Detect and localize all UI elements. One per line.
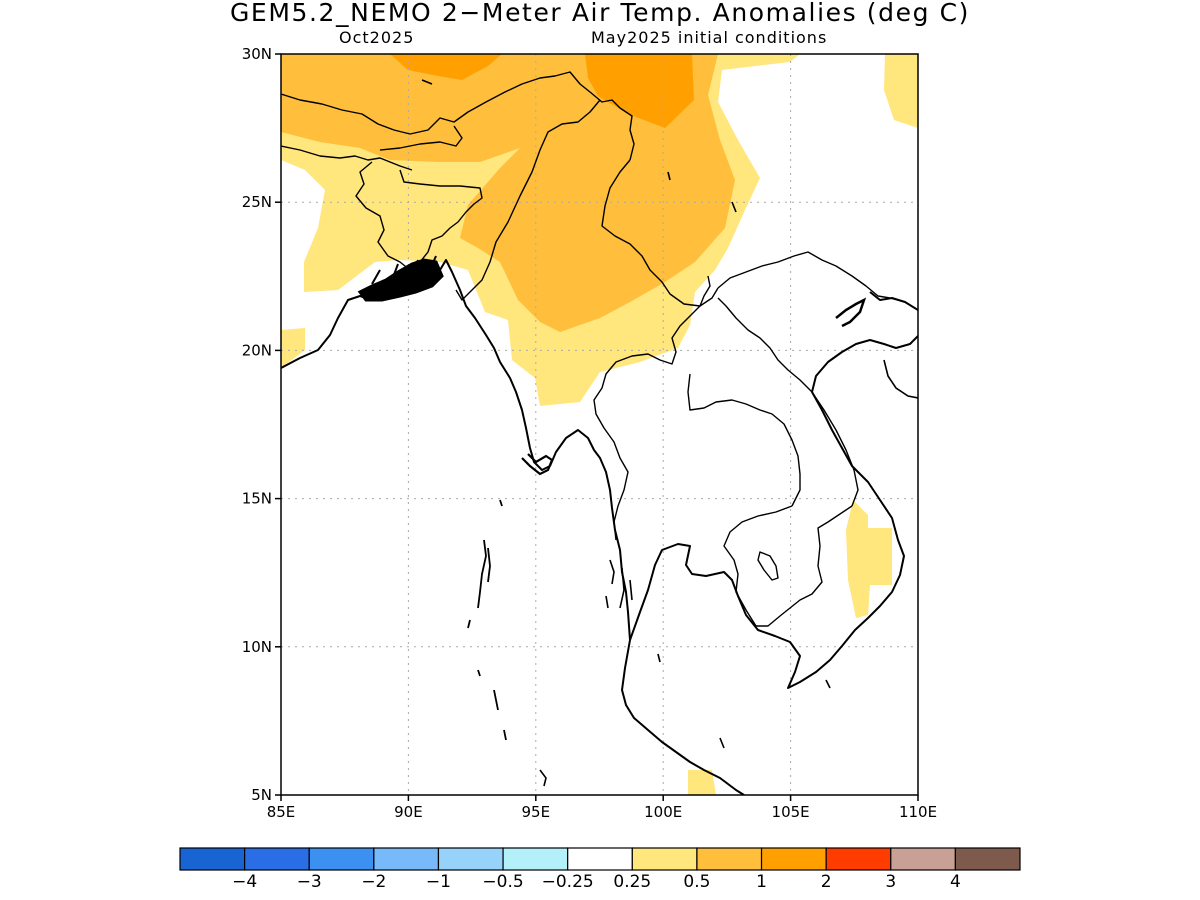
lon-tick-label: 90E bbox=[394, 803, 423, 821]
border-laos-vietnam-south bbox=[811, 391, 859, 507]
mergui-archipelago bbox=[605, 559, 633, 609]
anomaly-fill-light bbox=[884, 54, 918, 128]
lat-tick-label: 25N bbox=[242, 193, 272, 211]
colorbar-swatch bbox=[437, 847, 504, 871]
small-islands bbox=[421, 79, 831, 787]
colorbar-swatch bbox=[696, 847, 763, 871]
colorbar-label: 0.5 bbox=[683, 872, 710, 892]
lon-tick-label: 110E bbox=[899, 803, 937, 821]
border-laos-vietnam bbox=[717, 297, 813, 393]
colorbar-swatch bbox=[179, 847, 246, 871]
lon-tick-label: 105E bbox=[772, 803, 810, 821]
anomaly-fill-light bbox=[688, 770, 716, 795]
anomaly-fill-light bbox=[281, 328, 305, 368]
anomaly-fill-light bbox=[846, 500, 892, 618]
anomaly-fill-strong bbox=[585, 54, 694, 128]
colorbar-swatch bbox=[890, 847, 956, 871]
map-grid bbox=[281, 54, 918, 795]
lat-tick-label: 20N bbox=[242, 341, 272, 359]
border-thailand-laos bbox=[687, 373, 801, 507]
lat-tick-label: 10N bbox=[242, 638, 272, 656]
colorbar-swatch bbox=[244, 847, 310, 871]
hainan-coast bbox=[883, 359, 918, 399]
colorbar-label: −1 bbox=[426, 872, 451, 892]
coastline-gulf-of-thailand bbox=[629, 335, 918, 689]
anomaly-fill-medium bbox=[281, 54, 735, 332]
colorbar-label: −0.5 bbox=[482, 872, 523, 892]
border-cambodia bbox=[723, 505, 793, 627]
border-bhutan bbox=[379, 125, 463, 151]
colorbar-label: −4 bbox=[232, 872, 257, 892]
ganges-delta bbox=[357, 255, 444, 302]
latitude-axis: 30N 25N 20N 15N 10N 5N bbox=[242, 45, 281, 804]
border-india-myanmar bbox=[455, 99, 601, 301]
andaman-islands bbox=[467, 499, 507, 741]
lat-tick-label: 5N bbox=[251, 786, 272, 804]
map-area bbox=[281, 54, 918, 795]
border-cambodia-vietnam bbox=[756, 505, 853, 627]
lat-tick-label: 30N bbox=[242, 45, 272, 63]
lon-tick-label: 100E bbox=[644, 803, 682, 821]
colorbar-label: −2 bbox=[361, 872, 386, 892]
border-china-internal bbox=[699, 275, 711, 307]
colorbar-label: −3 bbox=[297, 872, 322, 892]
longitude-axis: 85E 90E 95E 100E 105E 110E bbox=[267, 795, 937, 821]
colorbar-swatch bbox=[308, 847, 375, 871]
colorbar-label: 4 bbox=[950, 872, 961, 892]
lat-tick-label: 15N bbox=[242, 490, 272, 508]
forecast-month-label: Oct2025 bbox=[339, 28, 415, 47]
colorbar-label: 1 bbox=[756, 872, 767, 892]
border-nepal-india bbox=[281, 145, 413, 171]
lon-tick-label: 85E bbox=[267, 803, 296, 821]
figure-title: GEM5.2_NEMO 2−Meter Air Temp. Anomalies … bbox=[229, 0, 971, 27]
colorbar-swatch bbox=[760, 847, 827, 871]
initial-conditions-label: May2025 initial conditions bbox=[591, 28, 828, 47]
colorbar-label: 0.25 bbox=[613, 872, 651, 892]
border-bangladesh bbox=[355, 161, 483, 271]
colorbar: −4 −3 −2 −1 −0.5 −0.25 0.25 0.5 1 2 3 4 bbox=[179, 847, 1021, 892]
colorbar-swatch bbox=[954, 847, 1021, 871]
red-river-delta bbox=[835, 297, 867, 328]
irrawaddy-delta bbox=[521, 453, 554, 476]
anomaly-fill-strong bbox=[390, 54, 502, 80]
colorbar-swatch bbox=[502, 847, 569, 871]
colorbar-swatch bbox=[825, 847, 892, 871]
border-myanmar-china bbox=[601, 159, 719, 307]
border-china-laos-vietnam bbox=[717, 251, 906, 303]
colorbar-label: −0.25 bbox=[542, 872, 594, 892]
colorbar-label: 2 bbox=[821, 872, 832, 892]
colorbar-swatch bbox=[373, 847, 440, 871]
lon-tick-label: 95E bbox=[522, 803, 551, 821]
border-myanmar-thailand bbox=[593, 305, 701, 541]
colorbar-label: 3 bbox=[885, 872, 896, 892]
colorbar-swatch bbox=[567, 847, 633, 871]
colorbar-swatch bbox=[631, 847, 698, 871]
map-frame bbox=[280, 53, 919, 796]
tonle-sap-lake bbox=[757, 551, 779, 581]
border-himalaya bbox=[281, 71, 635, 161]
